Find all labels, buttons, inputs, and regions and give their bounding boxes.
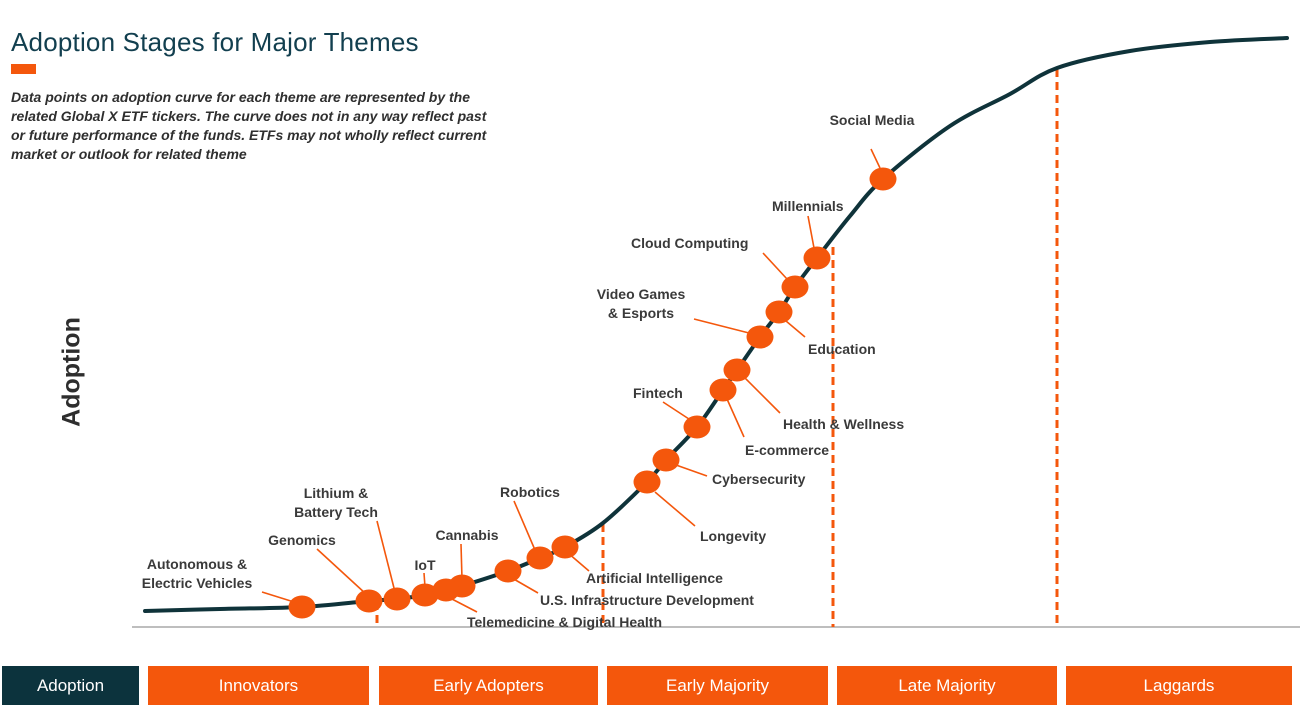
- theme-dot-telemedicine-digital-health: [432, 578, 460, 602]
- theme-dot-robotics: [526, 546, 554, 570]
- theme-dot-u-s-infrastructure-development: [494, 559, 522, 583]
- theme-dot-cloud-computing: [781, 275, 809, 299]
- leader-line-telemedicine-digital-health: [449, 597, 478, 613]
- leader-line-genomics: [316, 548, 367, 595]
- theme-dot-iot: [411, 583, 439, 607]
- stage-box-adoption: Adoption: [2, 666, 139, 705]
- theme-dot-genomics: [355, 589, 383, 613]
- stage-box-early-majority: Early Majority: [607, 666, 828, 705]
- theme-dot-health-wellness: [723, 358, 751, 382]
- stage-box-early-adopters: Early Adopters: [379, 666, 598, 705]
- theme-dot-lithium-battery-tech: [383, 587, 411, 611]
- leader-line-autonomous-electric-vehicles: [261, 591, 295, 603]
- leader-line-longevity: [654, 491, 696, 527]
- theme-dot-artificial-intelligence: [551, 535, 579, 559]
- page-title: Adoption Stages for Major Themes: [11, 27, 419, 57]
- title-accent-bar: [11, 64, 36, 74]
- leader-line-cybersecurity: [675, 464, 708, 477]
- leader-line-fintech: [662, 401, 693, 422]
- leader-line-health-wellness: [743, 376, 781, 414]
- leader-line-video-games-esports: [693, 318, 750, 334]
- theme-dot-longevity: [633, 470, 661, 494]
- leader-line-u-s-infrastructure-development: [511, 577, 539, 594]
- theme-dot-video-games-esports: [746, 325, 774, 349]
- theme-dot-e-commerce: [709, 378, 737, 402]
- leader-line-e-commerce: [726, 398, 745, 438]
- stage-box-late-majority: Late Majority: [837, 666, 1057, 705]
- leader-line-robotics: [513, 500, 536, 551]
- theme-dot-social-media: [869, 167, 897, 191]
- theme-dot-fintech: [683, 415, 711, 439]
- leader-line-education: [785, 320, 806, 338]
- disclaimer-text: Data points on adoption curve for each t…: [11, 89, 487, 162]
- leader-line-lithium-battery-tech: [376, 520, 396, 593]
- leader-line-millennials: [807, 215, 815, 249]
- theme-dot-autonomous-electric-vehicles: [288, 595, 316, 619]
- stage-box-innovators: Innovators: [148, 666, 369, 705]
- leader-line-cloud-computing: [762, 252, 788, 280]
- theme-dot-millennials: [803, 246, 831, 270]
- stage-box-laggards: Laggards: [1066, 666, 1292, 705]
- leader-line-cannabis: [460, 543, 463, 580]
- theme-dot-cybersecurity: [652, 448, 680, 472]
- leader-line-social-media: [870, 148, 881, 169]
- theme-dot-education: [765, 300, 793, 324]
